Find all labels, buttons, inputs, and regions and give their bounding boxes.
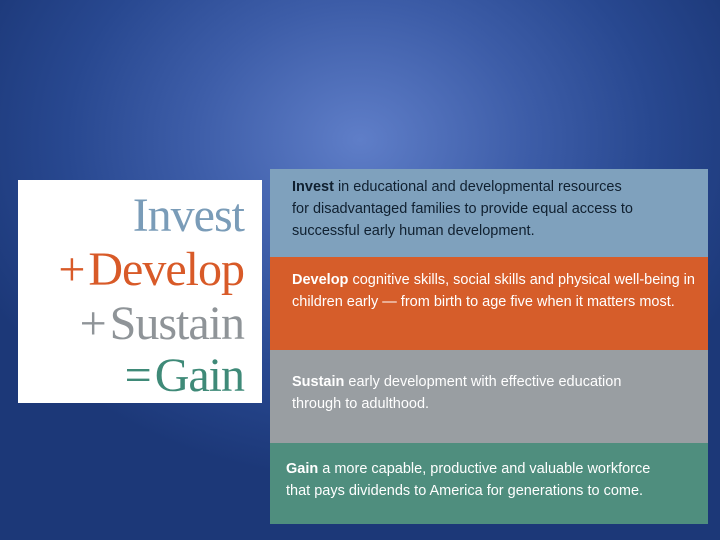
gain-line-1: Gain a more capable, productive and valu… (286, 458, 690, 480)
sustain-keyword: Sustain (292, 374, 345, 390)
gain-band: Gain a more capable, productive and valu… (270, 443, 708, 524)
develop-band: Develop cognitive skills, social skills … (270, 257, 708, 350)
equation-sustain-word: Sustain (109, 297, 245, 350)
equation-develop: +Develop (58, 243, 245, 296)
gain-keyword: Gain (286, 461, 319, 477)
equation-gain: =Gain (124, 349, 245, 402)
description-panel: Invest in educational and developmental … (270, 169, 708, 524)
develop-text-1: cognitive skills, social skills and phys… (348, 272, 695, 288)
develop-keyword: Develop (292, 272, 349, 288)
equation-invest-word: Invest (132, 189, 245, 242)
invest-line-1: Invest in educational and developmental … (292, 176, 690, 198)
equation-invest: Invest (132, 189, 245, 242)
invest-line-2: for disadvantaged families to provide eq… (292, 201, 633, 217)
sustain-line-2: through to adulthood. (292, 396, 430, 412)
sustain-band: Sustain early development with effective… (270, 350, 708, 443)
plus-operator: + (79, 297, 107, 350)
equation-develop-word: Develop (88, 243, 245, 296)
equation-sustain: +Sustain (79, 297, 245, 350)
invest-keyword: Invest (292, 179, 334, 195)
plus-operator: + (58, 243, 85, 296)
invest-line-3: successful early human development. (292, 223, 535, 239)
equation-gain-word: Gain (154, 349, 245, 402)
gain-line-2: that pays dividends to America for gener… (286, 483, 644, 499)
equals-operator: = (124, 349, 152, 402)
sustain-line-1: Sustain early development with effective… (292, 371, 690, 393)
develop-line-1: Develop cognitive skills, social skills … (292, 269, 696, 291)
invest-text-1: in educational and developmental resourc… (333, 179, 622, 195)
develop-line-2: children early — from birth to age five … (292, 294, 675, 310)
equation-graphic: Invest +Develop +Sustain =Gain (18, 180, 262, 403)
invest-band: Invest in educational and developmental … (270, 169, 708, 257)
sustain-text-1: early development with effective educati… (344, 374, 622, 390)
gain-text-1: a more capable, productive and valuable … (318, 461, 651, 477)
